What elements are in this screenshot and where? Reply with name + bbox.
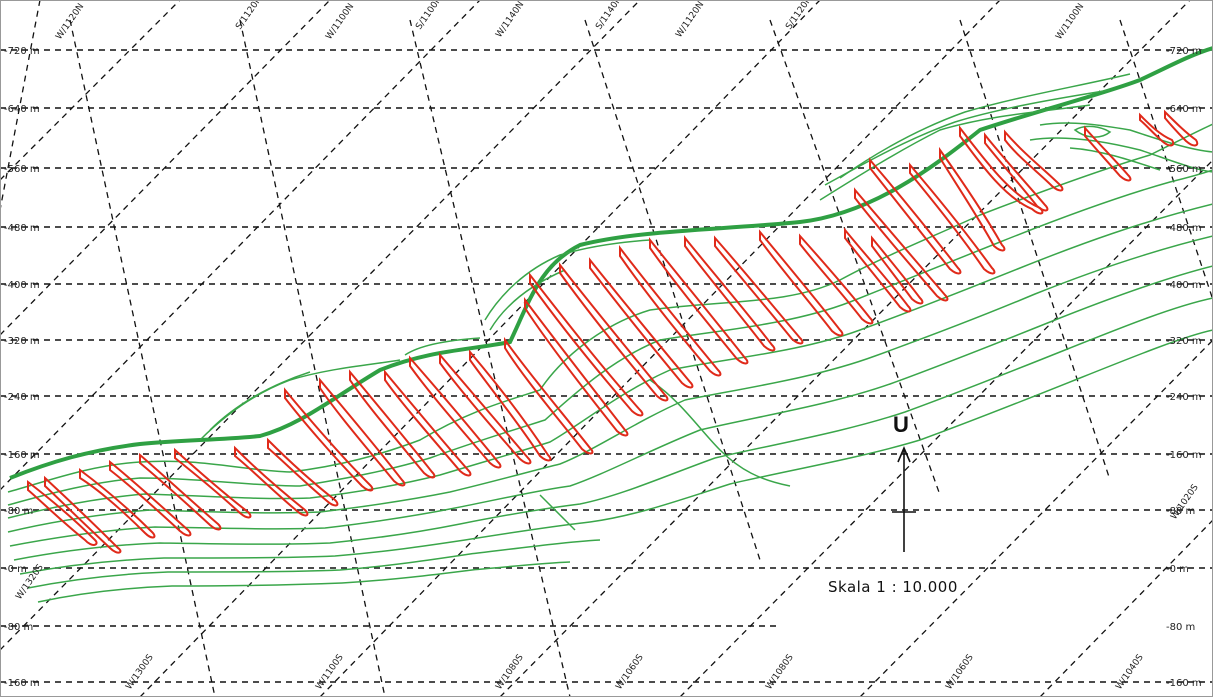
grid-label: W/1120N (674, 0, 706, 40)
grid-label: W/1060S (614, 653, 646, 692)
elevation-label: -160 m (1166, 678, 1202, 689)
grid-labels-top: W/1120N S/1120N W/1100N S/1100N W/1140N … (54, 0, 1086, 42)
grid-label: W/1120N (54, 2, 86, 42)
elevation-label: -640 m (1166, 104, 1202, 115)
grid-label: S/1100N (414, 0, 444, 32)
grid-label: S/1120N (234, 0, 264, 32)
north-arrow-icon (892, 445, 916, 552)
ore-bodies (27, 109, 1199, 554)
elevation-label: -240 m (4, 392, 40, 403)
grid-labels-bottom: W/1320S W/1300S W/1100S W/1080S W/1060S … (14, 483, 1201, 692)
grid-label: W/1080S (494, 653, 526, 692)
elevation-labels-right: -720 m -640 m -560 m -480 m -400 m -320 … (1166, 46, 1202, 689)
elevation-label: -480 m (1166, 223, 1202, 234)
elevation-label: -80 m (1166, 506, 1195, 517)
elevation-label: -480 m (4, 223, 40, 234)
elevation-label: -320 m (1166, 336, 1202, 347)
elevation-label: -160 m (4, 450, 40, 461)
elevation-label: -0 m (4, 564, 27, 575)
north-label: U (893, 412, 909, 437)
elevation-label: -80 m (4, 506, 33, 517)
elevation-label: -80 m (4, 622, 33, 633)
grid-label: S/1120N (784, 0, 814, 32)
elevation-label: -720 m (4, 46, 40, 57)
elevation-label: -560 m (4, 164, 40, 175)
elevation-label: -160 m (4, 678, 40, 689)
elevation-label: -320 m (4, 336, 40, 347)
elevation-label: -560 m (1166, 164, 1202, 175)
contour-lines (7, 46, 1213, 603)
grid-label: W/1080S (764, 653, 796, 692)
scale-label: Skala 1 : 10.000 (828, 578, 958, 596)
elevation-label: -0 m (1166, 564, 1189, 575)
grid-label: W/1140N (494, 0, 526, 40)
grid-label: W/1100N (1054, 2, 1086, 42)
elevation-grid (0, 49, 1213, 683)
elevation-label: -160 m (1166, 450, 1202, 461)
grid-label: W/1040S (1114, 653, 1146, 692)
elevation-label: -400 m (4, 280, 40, 291)
elevation-label: -400 m (1166, 280, 1202, 291)
elevation-label: -80 m (1166, 622, 1195, 633)
grid-label: W/1060S (944, 653, 976, 692)
elevation-label: -640 m (4, 104, 40, 115)
elevation-label: -720 m (1166, 46, 1202, 57)
elevation-labels-left: -720 m -640 m -560 m -480 m -400 m -320 … (4, 46, 40, 689)
grid-label: W/1100N (324, 2, 356, 42)
elevation-label: -240 m (1166, 392, 1202, 403)
grid-label: S/1140N (594, 0, 624, 32)
